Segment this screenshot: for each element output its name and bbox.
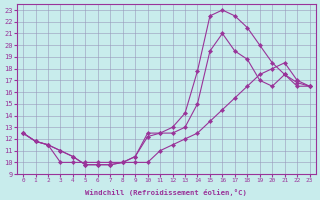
X-axis label: Windchill (Refroidissement éolien,°C): Windchill (Refroidissement éolien,°C)	[85, 189, 247, 196]
